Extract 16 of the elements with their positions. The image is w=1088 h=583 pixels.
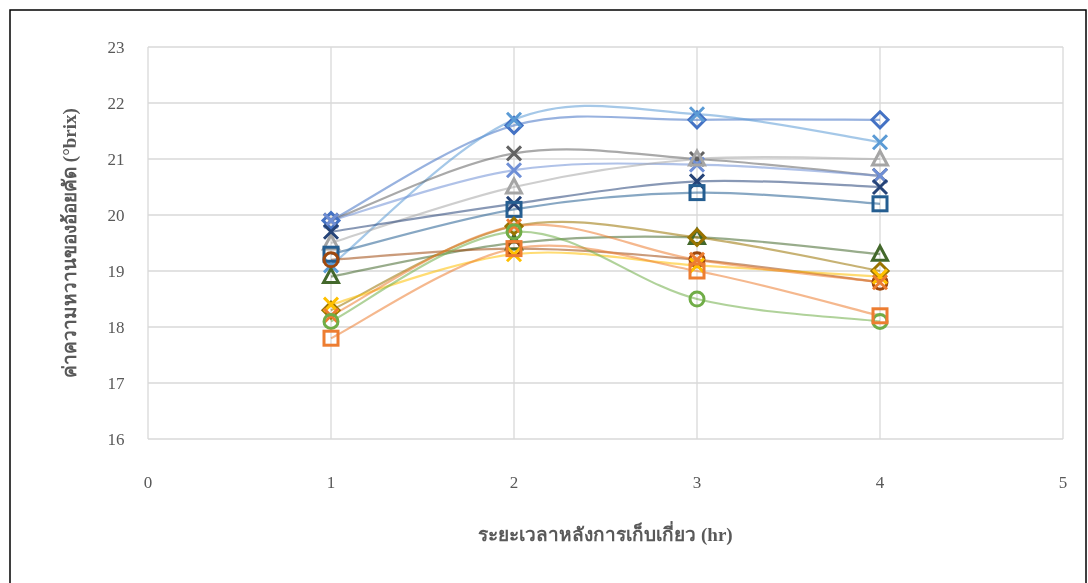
y-tick-label: 22: [107, 94, 125, 113]
y-tick-label: 23: [107, 38, 125, 57]
y-tick-label: 16: [107, 430, 125, 449]
y-tick-label: 20: [107, 206, 125, 225]
x-tick-label: 2: [509, 473, 519, 492]
x-tick-label: 1: [326, 473, 336, 492]
x-tick-label: 4: [875, 473, 885, 492]
x-tick-label: 3: [692, 473, 702, 492]
y-tick-label: 17: [107, 374, 125, 393]
y-tick-label: 18: [107, 318, 125, 337]
x-tick-label: 0: [143, 473, 153, 492]
x-tick-label: 5: [1058, 473, 1068, 492]
y-axis-title: ค่าความหวานของอ้อยคัด (°brix): [59, 108, 81, 378]
y-tick-label: 19: [107, 262, 125, 281]
x-axis-title: ระยะเวลาหลังการเก็บเกี่ยว (hr): [478, 521, 733, 546]
y-tick-label: 21: [107, 150, 125, 169]
